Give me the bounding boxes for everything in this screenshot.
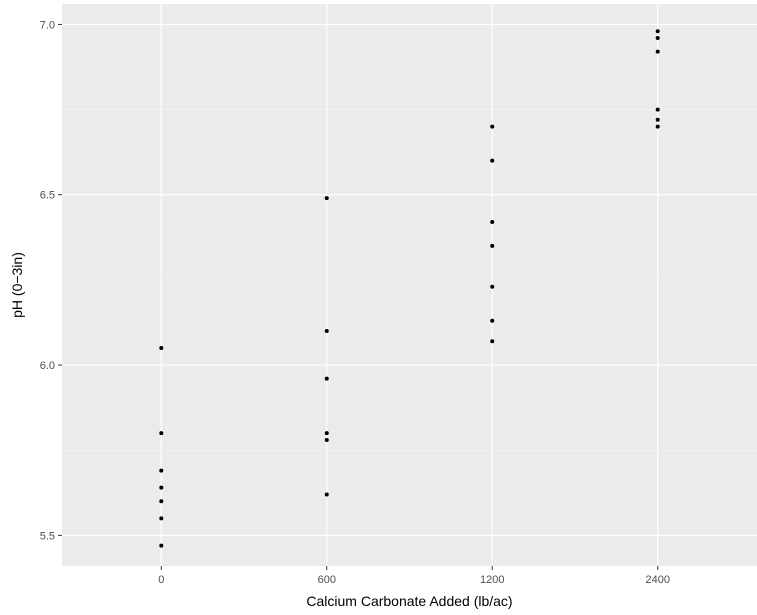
major-gridlines [62, 4, 757, 566]
data-point [324, 376, 329, 381]
data-point [655, 36, 660, 41]
y-tick-label: 7.0 [40, 19, 55, 31]
minor-gridlines [62, 109, 757, 451]
data-point [159, 543, 164, 548]
data-point [159, 431, 164, 436]
data-point [655, 124, 660, 129]
y-tick-label: 6.5 [40, 190, 55, 202]
y-tick-label: 6.0 [40, 360, 55, 372]
x-axis-title: Calcium Carbonate Added (lb/ac) [306, 593, 512, 609]
x-tick-label: 1200 [480, 574, 504, 586]
data-point [324, 328, 329, 333]
data-point [324, 196, 329, 201]
data-point [324, 431, 329, 436]
data-point [490, 243, 495, 248]
data-point [324, 492, 329, 497]
x-tick-label: 2400 [645, 574, 669, 586]
data-point [159, 485, 164, 490]
data-point [490, 158, 495, 163]
data-point [655, 117, 660, 122]
data-point [655, 29, 660, 34]
data-point [490, 339, 495, 344]
data-points [159, 29, 660, 548]
data-point [324, 437, 329, 442]
data-point [490, 219, 495, 224]
data-point [159, 516, 164, 521]
data-point [655, 107, 660, 112]
y-axis-title: pH (0−3in) [9, 252, 25, 318]
x-tick-label: 600 [318, 574, 336, 586]
data-point [655, 49, 660, 54]
data-point [490, 124, 495, 129]
y-tick-label: 5.5 [40, 530, 55, 542]
data-point [490, 318, 495, 323]
data-point [159, 346, 164, 351]
y-axis-ticks: 5.5 6.0 6.5 7.0 [40, 19, 62, 542]
plot-panel [62, 4, 757, 566]
x-tick-label: 0 [158, 574, 164, 586]
x-axis-ticks: 0 600 1200 2400 [158, 566, 670, 586]
data-point [159, 468, 164, 473]
data-point [490, 284, 495, 289]
data-point [159, 499, 164, 504]
